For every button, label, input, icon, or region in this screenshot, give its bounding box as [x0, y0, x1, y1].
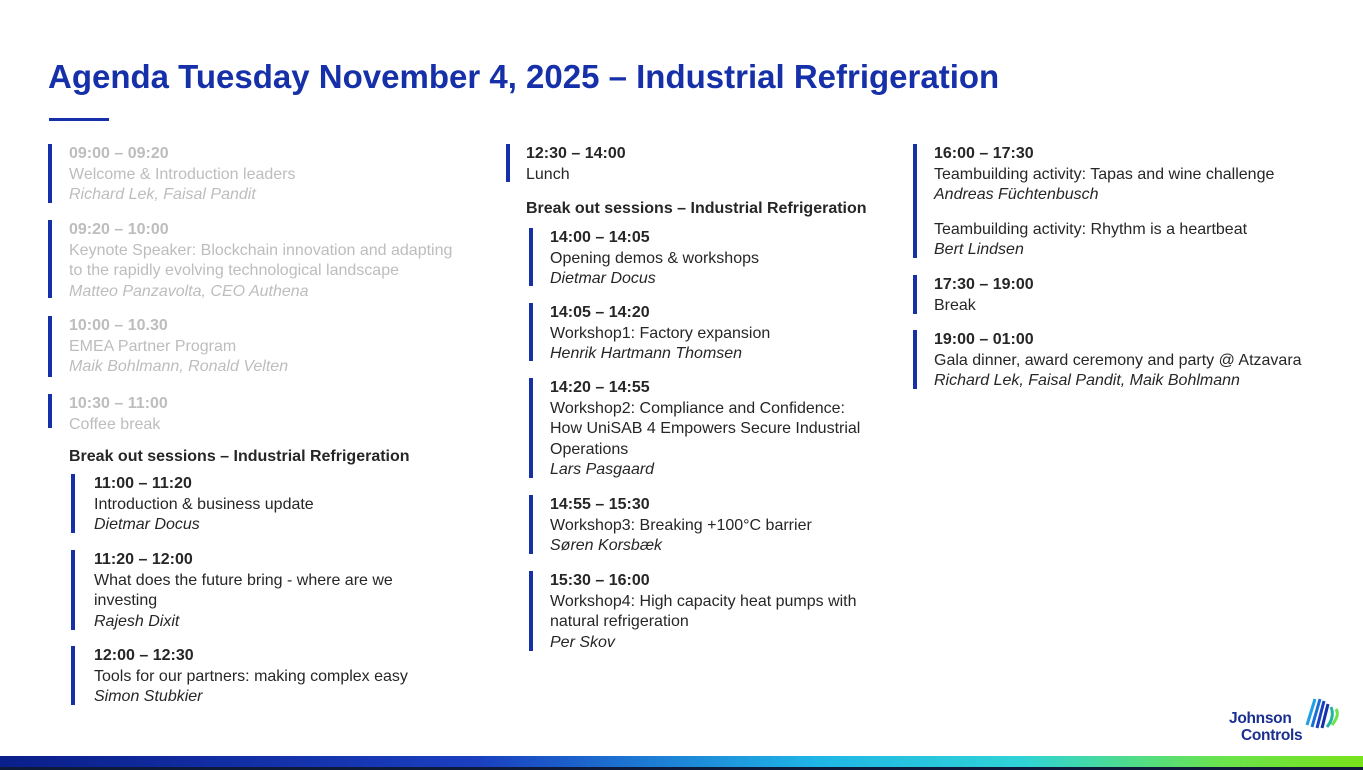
- agenda-speaker: Lars Pasgaard: [550, 461, 655, 478]
- agenda-time: 12:30 – 14:00: [526, 145, 626, 162]
- agenda-item: 09:00 – 09:20 Welcome & Introduction lead…: [69, 144, 295, 206]
- agenda-description: Workshop4: High capacity heat pumps with: [550, 592, 857, 610]
- agenda-item: 15:30 – 16:00 Workshop4: High capacity he…: [550, 571, 857, 653]
- agenda-item: 14:20 – 14:55 Workshop2: Compliance and C…: [550, 378, 860, 481]
- agenda-speaker: Per Skov: [550, 633, 615, 651]
- agenda-description: Workshop3: Breaking +100°C barrier: [550, 516, 812, 534]
- title-underline: [49, 118, 109, 121]
- agenda-item-bar: [529, 495, 533, 554]
- agenda-item: 14:05 – 14:20 Workshop1: Factory expansio…: [550, 303, 770, 365]
- footer-line: [0, 767, 1363, 770]
- agenda-description: Workshop1: Factory expansion: [550, 324, 771, 342]
- agenda-description: Opening demos & workshops: [550, 249, 759, 267]
- agenda-speaker: Dietmar Docus: [94, 516, 200, 533]
- agenda-description: Lunch: [526, 165, 570, 183]
- agenda-item: 12:00 – 12:30 Tools for our partners: mak…: [94, 646, 408, 708]
- agenda-description: EMEA Partner Program: [69, 337, 237, 355]
- logo-line2: Controls: [1241, 727, 1303, 744]
- agenda-time: 14:00 – 14:05: [550, 229, 650, 246]
- agenda-description: Introduction & business update: [94, 495, 314, 513]
- agenda-description: Teambuilding activity: Tapas and wine ch…: [934, 165, 1275, 183]
- agenda-time: 10:00 – 10.30: [69, 317, 168, 334]
- agenda-item-bar: [913, 330, 917, 389]
- agenda-description: Operations: [550, 440, 629, 458]
- agenda-time: 15:30 – 16:00: [550, 572, 650, 589]
- agenda-time: 14:55 – 15:30: [550, 496, 650, 513]
- agenda-time: 14:20 – 14:55: [550, 379, 650, 396]
- footer-gradient-band: [0, 756, 1363, 767]
- agenda-item: 09:20 – 10:00 Keynote Speaker: Blockchain…: [69, 220, 452, 302]
- agenda-time: 09:00 – 09:20: [69, 145, 169, 162]
- agenda-speaker: Richard Lek, Faisal Pandit, Maik Bohlman…: [934, 372, 1240, 389]
- agenda-item: 12:30 – 14:00 Lunch: [526, 144, 626, 185]
- agenda-item-bar: [48, 394, 52, 428]
- agenda-speaker: Henrik Hartmann Thomsen: [550, 345, 743, 362]
- agenda-time: 11:20 – 12:00: [94, 551, 193, 568]
- agenda-speaker: Matteo Panzavolta, CEO Authena: [69, 282, 309, 300]
- agenda-item: 14:00 – 14:05 Opening demos & workshops Di…: [550, 228, 759, 290]
- page-title: Agenda Tuesday November 4, 2025 – Indust…: [48, 58, 1000, 95]
- agenda-time: 10:30 – 11:00: [69, 395, 168, 412]
- agenda-description: Coffee break: [69, 415, 161, 433]
- agenda-description: What does the future bring - where are w…: [94, 571, 393, 589]
- agenda-item: 11:20 – 12:00 What does the future bring …: [94, 550, 393, 632]
- spacer: [934, 206, 1274, 220]
- agenda-item-bar: [71, 550, 75, 630]
- agenda-description: natural refrigeration: [550, 613, 689, 630]
- agenda-item: 10:00 – 10.30 EMEA Partner Program Maik Bo…: [69, 316, 288, 378]
- agenda-time: 16:00 – 17:30: [934, 145, 1034, 162]
- agenda-description: to the rapidly evolving technological la…: [69, 262, 399, 279]
- agenda-speaker: Maik Bohlmann, Ronald Velten: [69, 358, 289, 375]
- logo-line1: Johnson: [1229, 710, 1292, 727]
- agenda-item-bar: [48, 220, 52, 298]
- agenda-description: Welcome & Introduction leaders: [69, 165, 296, 183]
- agenda-item-bar: [529, 378, 533, 478]
- logo-swirl-icon: [1305, 698, 1339, 729]
- agenda-description: Workshop2: Compliance and Confidence:: [550, 399, 845, 417]
- agenda-description: investing: [94, 592, 158, 609]
- agenda-description: Teambuilding activity: Rhythm is a heart…: [934, 220, 1248, 238]
- breakout-heading-2: Break out sessions – Industrial Refriger…: [526, 200, 867, 217]
- agenda-item: 11:00 – 11:20 Introduction & business upd…: [94, 474, 314, 536]
- agenda-item-bar: [71, 474, 75, 533]
- agenda-item-bar: [913, 275, 917, 314]
- agenda-item-bar: [71, 646, 75, 705]
- agenda-item-bar: [48, 144, 52, 203]
- agenda-time: 19:00 – 01:00: [934, 331, 1034, 348]
- breakout-heading-1: Break out sessions – Industrial Refriger…: [69, 448, 410, 465]
- agenda-description: Tools for our partners: making complex e…: [94, 667, 408, 685]
- agenda-description: Break: [934, 296, 976, 314]
- agenda-description: Gala dinner, award ceremony and party @ …: [934, 351, 1302, 369]
- agenda-item: 16:00 – 17:30 Teambuilding activity: Tapa…: [934, 144, 1274, 261]
- logo-text: Johnson Controls: [1229, 710, 1303, 744]
- agenda-speaker: Andreas Füchtenbusch: [934, 186, 1099, 203]
- agenda-item-bar: [529, 228, 533, 286]
- agenda-item: 19:00 – 01:00 Gala dinner, award ceremony…: [934, 330, 1302, 392]
- agenda-item: 14:55 – 15:30 Workshop3: Breaking +100°C …: [550, 495, 812, 557]
- agenda-time: 17:30 – 19:00: [934, 276, 1034, 293]
- agenda-item-bar: [48, 316, 52, 377]
- agenda-item: 10:30 – 11:00 Coffee break: [69, 394, 168, 435]
- agenda-item-bar: [529, 571, 533, 651]
- agenda-description: Keynote Speaker: Blockchain innovation a…: [69, 241, 453, 259]
- agenda-speaker: Rajesh Dixit: [94, 612, 180, 630]
- agenda-item-bar: [529, 303, 533, 361]
- agenda-description: How UniSAB 4 Empowers Secure Industrial: [550, 420, 861, 437]
- agenda-time: 09:20 – 10:00: [69, 221, 169, 238]
- agenda-speaker: Søren Korsbæk: [550, 537, 663, 554]
- agenda-speaker: Dietmar Docus: [550, 270, 656, 287]
- agenda-item-bar: [913, 144, 917, 258]
- agenda-time: 11:00 – 11:20: [94, 475, 192, 492]
- agenda-speaker: Richard Lek, Faisal Pandit: [69, 186, 256, 203]
- agenda-item-bar: [506, 144, 510, 182]
- agenda-speaker: Bert Lindsen: [934, 241, 1024, 258]
- agenda-time: 14:05 – 14:20: [550, 304, 650, 321]
- agenda-item: 17:30 – 19:00 Break: [934, 275, 1034, 316]
- agenda-time: 12:00 – 12:30: [94, 647, 194, 664]
- agenda-speaker: Simon Stubkier: [94, 688, 203, 705]
